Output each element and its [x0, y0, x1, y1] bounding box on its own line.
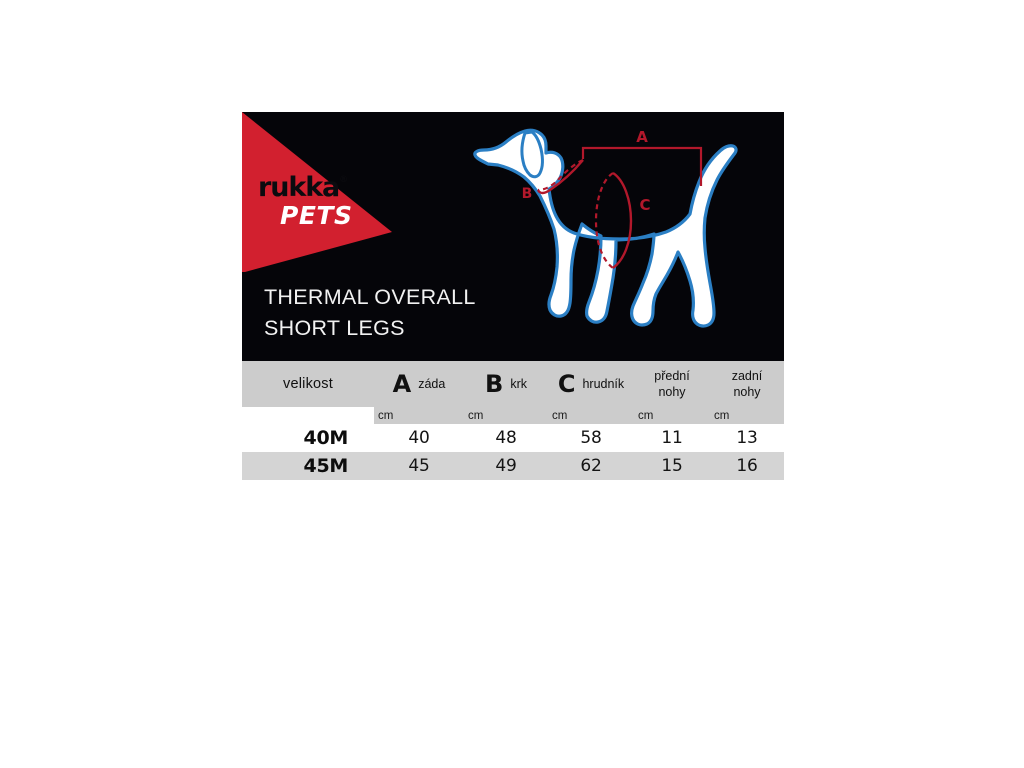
header-word-rear-legs-line2: nohy	[733, 385, 761, 399]
header-word-c: hrudník	[582, 377, 625, 391]
measurement-marker-a: A	[581, 128, 703, 186]
header-letter-c: C	[557, 370, 576, 398]
header-word-a: záda	[418, 377, 446, 391]
dog-diagram-svg: A B C	[473, 128, 738, 328]
unit-cell-a: cm	[374, 407, 464, 424]
table-row: 40M 40 48 58 11 13	[242, 424, 784, 452]
header-word-front-legs-line2: nohy	[658, 385, 686, 399]
size-chart: rukka® PETS THERMAL OVERALL SHORT LEGS A	[242, 112, 784, 480]
measurement-label-b: B	[522, 186, 533, 202]
brand-sub-name: PETS	[280, 201, 353, 230]
cell-a: 45	[374, 452, 464, 480]
cell-size: 45M	[242, 452, 374, 480]
header-word-rear-legs-line1: zadní	[731, 368, 763, 383]
page-title-line-1: THERMAL OVERALL	[264, 285, 476, 309]
brand-name: rukka®	[258, 172, 348, 203]
measurement-label-c: C	[639, 196, 650, 214]
table-header-row: velikost A záda B krk C	[242, 361, 784, 407]
rukka-pets-logo: rukka® PETS	[258, 174, 352, 228]
dog-measurement-diagram: A B C	[470, 120, 784, 352]
page-title-line-2: SHORT LEGS	[264, 315, 405, 340]
cell-c: 62	[548, 452, 634, 480]
cell-a: 40	[374, 424, 464, 452]
brand-name-text: rukka	[258, 172, 340, 203]
cell-rear-legs: 13	[710, 424, 784, 452]
cell-front-legs: 15	[634, 452, 710, 480]
page-title: THERMAL OVERALL SHORT LEGS	[264, 282, 476, 343]
cell-size: 40M	[242, 424, 374, 452]
cell-c: 58	[548, 424, 634, 452]
header-cell-front-legs: přední nohy	[634, 361, 710, 407]
header-letter-a: A	[392, 370, 412, 398]
header-word-front-legs-line1: přední	[654, 368, 690, 383]
cell-b: 49	[464, 452, 548, 480]
dog-silhouette-icon	[473, 128, 738, 328]
unit-cell-front-legs: cm	[634, 407, 710, 424]
unit-cell-rear-legs: cm	[710, 407, 784, 424]
table-unit-row: cm cm cm cm cm	[242, 407, 784, 424]
header-cell-a: A záda	[374, 361, 464, 407]
cell-front-legs: 11	[634, 424, 710, 452]
unit-cell-b: cm	[464, 407, 548, 424]
table-row: 45M 45 49 62 15 16	[242, 452, 784, 480]
header-label-velikost: velikost	[283, 376, 333, 392]
header-cell-c: C hrudník	[548, 361, 634, 407]
header-word-b: krk	[510, 377, 527, 391]
unit-cell-blank	[242, 407, 374, 424]
header-cell-b: B krk	[464, 361, 548, 407]
header-letter-b: B	[485, 370, 504, 398]
cell-b: 48	[464, 424, 548, 452]
unit-cell-c: cm	[548, 407, 634, 424]
hero-panel: rukka® PETS THERMAL OVERALL SHORT LEGS A	[242, 112, 784, 361]
measurement-label-a: A	[636, 128, 648, 146]
cell-rear-legs: 16	[710, 452, 784, 480]
header-cell-velikost: velikost	[242, 361, 374, 407]
size-table: velikost A záda B krk C	[242, 361, 784, 480]
measurement-marker-b: B	[522, 158, 584, 202]
header-cell-rear-legs: zadní nohy	[710, 361, 784, 407]
registered-trademark-icon: ®	[339, 175, 348, 185]
measurement-marker-c: C	[594, 171, 651, 269]
